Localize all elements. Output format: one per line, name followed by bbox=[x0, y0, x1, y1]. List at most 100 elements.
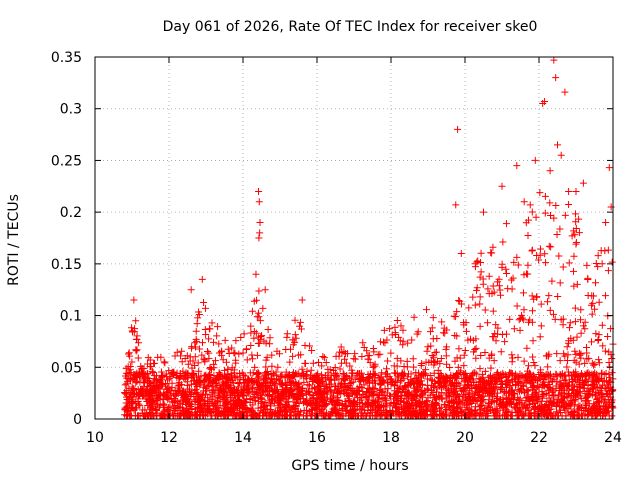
data-point bbox=[201, 304, 209, 312]
data-point bbox=[430, 361, 438, 369]
data-point bbox=[523, 386, 531, 394]
data-point bbox=[200, 402, 208, 410]
data-point bbox=[132, 346, 140, 354]
data-point bbox=[136, 402, 144, 410]
data-point bbox=[240, 412, 248, 420]
data-point bbox=[540, 407, 548, 415]
data-point bbox=[193, 320, 201, 328]
data-point bbox=[394, 372, 402, 380]
data-point bbox=[134, 354, 142, 362]
data-point bbox=[574, 402, 582, 410]
data-point bbox=[577, 395, 585, 403]
data-point bbox=[584, 382, 592, 390]
data-point bbox=[317, 382, 325, 390]
data-point bbox=[599, 412, 607, 420]
data-point bbox=[390, 369, 398, 377]
data-point bbox=[571, 408, 579, 416]
data-point bbox=[218, 378, 226, 386]
data-point bbox=[417, 362, 425, 370]
data-point bbox=[291, 392, 299, 400]
data-point bbox=[443, 360, 451, 368]
data-point bbox=[571, 318, 579, 326]
data-point bbox=[180, 371, 188, 379]
data-point bbox=[251, 363, 259, 371]
data-point bbox=[238, 369, 246, 377]
data-point bbox=[192, 327, 200, 335]
data-point bbox=[329, 405, 337, 413]
data-point bbox=[590, 400, 598, 408]
data-point bbox=[271, 389, 279, 397]
data-point bbox=[381, 412, 389, 420]
data-point bbox=[289, 341, 297, 349]
data-point bbox=[522, 372, 530, 380]
data-point bbox=[219, 356, 227, 364]
data-point bbox=[519, 314, 527, 322]
data-point bbox=[605, 412, 613, 420]
data-point bbox=[365, 373, 373, 381]
data-point bbox=[591, 360, 599, 368]
data-point bbox=[437, 383, 445, 391]
data-point bbox=[232, 356, 240, 364]
data-point bbox=[453, 408, 461, 416]
data-point bbox=[604, 390, 612, 398]
data-point bbox=[472, 335, 480, 343]
data-point bbox=[559, 315, 567, 323]
data-point bbox=[480, 208, 487, 216]
data-point bbox=[486, 403, 494, 411]
data-point bbox=[572, 210, 580, 218]
data-point bbox=[516, 395, 524, 403]
data-point bbox=[531, 404, 539, 412]
data-point bbox=[291, 372, 299, 380]
data-point bbox=[477, 268, 485, 276]
data-point bbox=[524, 404, 532, 412]
data-point bbox=[377, 410, 385, 418]
data-point bbox=[462, 395, 470, 403]
data-point bbox=[121, 411, 129, 419]
data-point bbox=[314, 403, 322, 411]
data-point bbox=[278, 371, 286, 379]
data-point bbox=[150, 372, 158, 380]
data-point bbox=[132, 379, 140, 387]
data-point bbox=[569, 267, 577, 275]
data-point bbox=[551, 315, 559, 323]
data-point bbox=[384, 357, 392, 365]
data-point bbox=[376, 338, 384, 346]
data-point bbox=[607, 386, 615, 394]
data-point bbox=[476, 293, 484, 301]
data-point bbox=[255, 287, 263, 295]
data-point bbox=[187, 286, 195, 294]
data-point bbox=[395, 333, 403, 341]
data-point bbox=[168, 384, 176, 392]
data-point bbox=[452, 379, 460, 387]
data-point bbox=[602, 218, 610, 226]
data-point bbox=[128, 358, 136, 366]
data-point bbox=[346, 384, 354, 392]
data-point bbox=[563, 389, 571, 397]
data-point bbox=[260, 376, 268, 384]
data-point bbox=[193, 411, 201, 419]
data-point bbox=[215, 369, 223, 377]
data-point bbox=[475, 388, 483, 396]
data-point bbox=[560, 398, 568, 406]
data-point bbox=[165, 404, 173, 412]
data-point bbox=[492, 321, 500, 329]
data-point bbox=[293, 380, 301, 388]
y-tick-label: 0.1 bbox=[60, 309, 82, 325]
data-point bbox=[399, 326, 407, 334]
data-point bbox=[130, 296, 138, 304]
data-point bbox=[564, 368, 572, 376]
data-point bbox=[585, 390, 593, 398]
data-point bbox=[552, 408, 560, 416]
data-point bbox=[233, 387, 241, 395]
data-point bbox=[149, 397, 157, 405]
data-point bbox=[393, 317, 401, 325]
data-point bbox=[324, 373, 332, 381]
data-point bbox=[404, 339, 412, 347]
data-point bbox=[524, 216, 532, 224]
data-point bbox=[306, 342, 314, 350]
data-point bbox=[198, 275, 206, 283]
data-point bbox=[263, 353, 271, 361]
data-point bbox=[523, 387, 531, 395]
data-point bbox=[201, 358, 209, 366]
data-point bbox=[515, 378, 523, 386]
